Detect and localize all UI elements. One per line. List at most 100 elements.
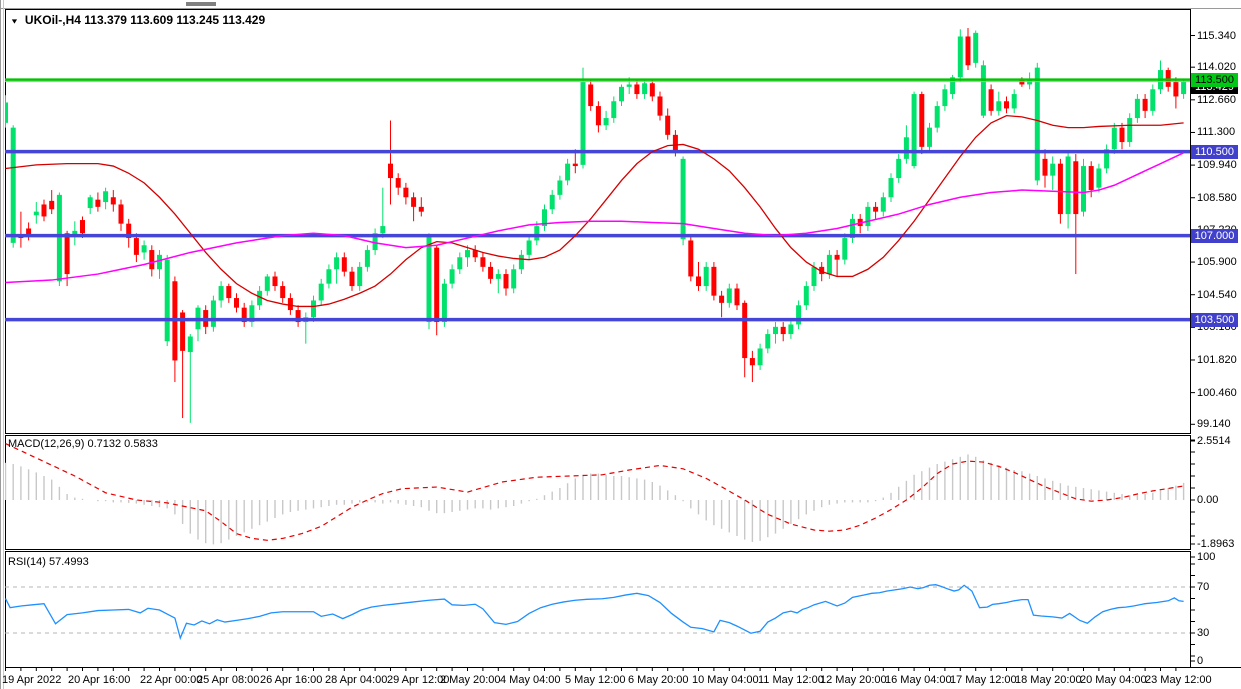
candle-body: [526, 240, 532, 255]
time-label: 23 May 12:00: [1145, 674, 1212, 686]
price-tick-label: 109.940: [1197, 159, 1237, 172]
rsi-tick-label: 100: [1197, 551, 1216, 563]
candle-body: [950, 77, 956, 95]
candle-body: [411, 197, 417, 207]
time-label: 26 Apr 16:00: [260, 674, 323, 686]
time-label: 2 May 20:00: [440, 674, 501, 686]
candle-body: [672, 134, 678, 152]
candle-body: [580, 82, 586, 165]
candle-body: [33, 211, 39, 216]
splitter-grip[interactable]: [186, 2, 216, 6]
candle-body: [742, 302, 748, 359]
candle-body: [226, 286, 232, 299]
time-label: 22 Apr 00:00: [140, 674, 203, 686]
candle-body: [64, 233, 70, 275]
hline-badge-107.000: 107.000: [1191, 228, 1238, 243]
candle-body: [1096, 168, 1102, 188]
ma-slow-line: [5, 152, 1184, 284]
candle-body: [141, 245, 147, 253]
candle-body: [834, 254, 840, 260]
time-label: 20 Apr 16:00: [68, 674, 131, 686]
rsi-line: [5, 584, 1184, 641]
price-tick-label: 108.580: [1197, 191, 1237, 204]
candle-body: [649, 83, 655, 97]
candle-body: [542, 209, 547, 227]
chart-title: ▼ UKOil-,H4 113.379 113.609 113.245 113.4…: [10, 13, 265, 27]
candle-body: [565, 163, 571, 181]
price-tick-label: 112.660: [1197, 93, 1236, 106]
candle-body: [241, 307, 247, 323]
symbol-dropdown-icon[interactable]: ▼: [10, 17, 19, 25]
candle-body: [896, 158, 902, 179]
rsi-tick-label: 0: [1197, 655, 1204, 667]
candle-body: [5, 102, 8, 123]
candle-body: [210, 300, 216, 327]
candle-body: [942, 89, 948, 107]
window-top-edge: [0, 0, 1241, 9]
candle-body: [87, 197, 93, 209]
candle-body: [588, 84, 594, 107]
time-label: 29 Apr 12:00: [387, 674, 450, 686]
hline-badge-103.500: 103.500: [1191, 312, 1238, 327]
price-panel: [5, 28, 1190, 423]
price-tick-label: 100.460: [1197, 386, 1237, 399]
candle-body: [1173, 82, 1179, 97]
rsi-panel-frame: [5, 551, 1191, 668]
candle-body: [865, 206, 871, 227]
candle-body: [133, 238, 139, 255]
candle-body: [988, 89, 994, 111]
candle-body: [711, 266, 717, 296]
candle-body: [1127, 118, 1133, 143]
candle-body: [1050, 163, 1056, 176]
macd-tick-label: 2.5514: [1197, 435, 1231, 447]
candle-body: [549, 194, 555, 210]
candle-body: [1134, 98, 1140, 119]
time-label: 6 May 20:00: [628, 674, 689, 686]
candle-body: [842, 238, 848, 260]
candle-body: [441, 283, 447, 323]
candle-body: [1150, 89, 1156, 111]
candle-body: [996, 101, 1002, 111]
candle-body: [749, 358, 755, 366]
candle-body: [927, 127, 932, 147]
price-tick-label: 104.540: [1197, 288, 1237, 301]
candle-body: [518, 254, 524, 270]
price-tick-label: 115.340: [1197, 29, 1236, 42]
candle-body: [680, 158, 686, 240]
candle-body: [1034, 67, 1040, 181]
rsi-panel: [5, 586, 1190, 634]
candle-body: [726, 288, 732, 303]
window-left-edge: [0, 0, 1, 689]
candle-body: [634, 84, 640, 95]
candle-body: [457, 257, 463, 270]
candle-body: [49, 200, 55, 210]
candle-body: [1111, 127, 1117, 150]
window-left-edge-inner: [3, 0, 4, 689]
candle-body: [41, 204, 47, 217]
candle-body: [10, 127, 16, 243]
candle-body: [434, 247, 440, 323]
candle-body: [418, 206, 424, 212]
candle-body: [380, 226, 386, 234]
candle-body: [557, 180, 563, 195]
candle-body: [56, 194, 62, 282]
candle-body: [164, 259, 170, 342]
candle-body: [657, 96, 663, 116]
candle-body: [249, 305, 255, 323]
candle-body: [665, 115, 671, 135]
candle-body: [388, 163, 393, 179]
time-label: 11 May 12:00: [758, 674, 824, 686]
candle-body: [287, 298, 293, 311]
candle-body: [395, 178, 401, 188]
candle-body: [803, 286, 809, 306]
candle-body: [264, 276, 270, 291]
candle-body: [511, 269, 517, 289]
candle-body: [95, 199, 101, 207]
candle-body: [26, 228, 32, 236]
candle-body: [811, 266, 817, 287]
candle-body: [1181, 81, 1187, 95]
candle-body: [880, 197, 886, 212]
candle-body: [295, 310, 301, 323]
